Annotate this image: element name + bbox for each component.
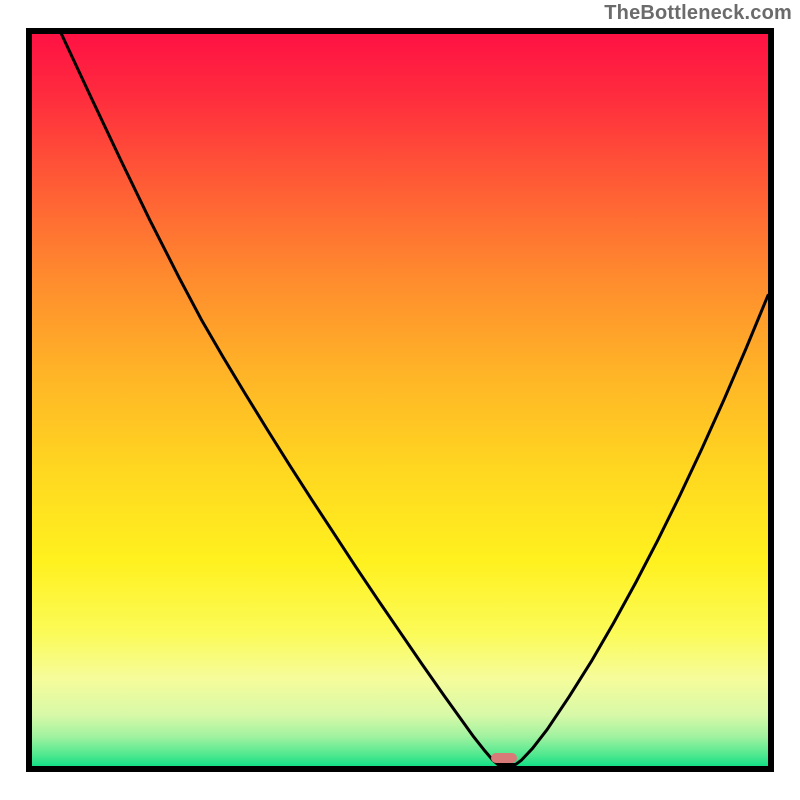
bottleneck-curve <box>61 34 768 765</box>
curve-layer <box>32 34 768 766</box>
plot-area <box>26 28 774 772</box>
chart-container: TheBottleneck.com <box>0 0 800 800</box>
zero-marker <box>491 753 517 763</box>
watermark-text: TheBottleneck.com <box>604 2 792 25</box>
